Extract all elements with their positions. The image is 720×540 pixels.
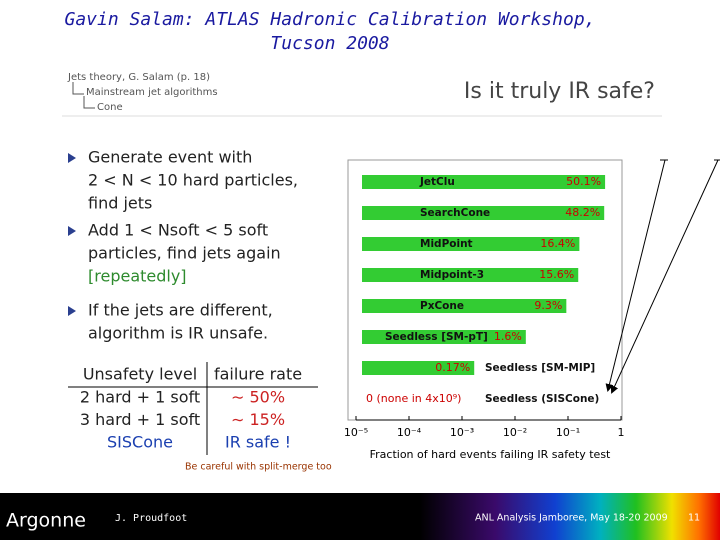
- bar: [362, 330, 526, 344]
- value-label: 15.6%: [539, 268, 574, 281]
- value-label: 50.1%: [566, 175, 601, 188]
- bar-category: MidPoint: [420, 238, 473, 250]
- table-header: failure rate: [214, 365, 302, 384]
- table-cell: SISCone: [107, 433, 173, 452]
- x-tick-label: 10⁻⁵: [344, 426, 368, 439]
- bar: [362, 299, 567, 313]
- x-tick-label: 10⁻³: [450, 426, 474, 439]
- bullet-text: algorithm is IR unsafe.: [88, 324, 268, 343]
- bullet-text: Add 1 < Nsoft < 5 soft: [88, 221, 268, 240]
- bar: [362, 237, 580, 251]
- table-cell: ∼ 50%: [231, 388, 285, 407]
- value-label: 16.4%: [540, 237, 575, 250]
- bar-category: SearchCone: [420, 207, 490, 219]
- value-label: 48.2%: [565, 206, 600, 219]
- footer-event: ANL Analysis Jamboree, May 18-20 2009: [475, 513, 668, 524]
- bar-category: PxCone: [420, 300, 464, 312]
- bullet-text: particles, find jets again: [88, 244, 281, 263]
- arrow: [610, 159, 719, 394]
- footer-page: 11: [688, 513, 700, 524]
- x-tick-label: 10⁻¹: [556, 426, 580, 439]
- bullet-text: [repeatedly]: [88, 267, 187, 286]
- value-label: 9.3%: [534, 299, 562, 312]
- bullet-text: Generate event with: [88, 148, 252, 167]
- bullet-text: If the jets are different,: [88, 301, 273, 320]
- footer-logo: Argonne: [6, 510, 86, 532]
- table-cell: ∼ 15%: [231, 410, 285, 429]
- bar: [362, 268, 579, 282]
- table-cell: 3 hard + 1 soft: [80, 410, 200, 429]
- x-tick-label: 10⁻²: [503, 426, 527, 439]
- value-label: 0.17%: [435, 361, 470, 374]
- table: Unsafety level failure rate 2 hard + 1 sof…: [68, 362, 318, 455]
- table-cell: IR safe !: [225, 433, 291, 452]
- bullet-marker: [68, 306, 76, 316]
- x-tick-label: 10⁻⁴: [397, 426, 422, 439]
- footer-author: J. Proudfoot: [115, 513, 187, 524]
- bullet-text: 2 < N < 10 hard particles,: [88, 171, 298, 190]
- breadcrumb-tree: [72, 82, 95, 109]
- footer-gradient: [420, 493, 720, 540]
- chart: 10⁻⁵ 10⁻⁴ 10⁻³ 10⁻² 10⁻¹ 1 Fraction of hard ev…: [344, 175, 625, 461]
- bar: [362, 175, 606, 189]
- bar-category: Seedless [SM-pT]: [385, 331, 488, 343]
- bar: [362, 361, 475, 375]
- table-header: Unsafety level: [83, 365, 197, 384]
- table-cell: 2 hard + 1 soft: [80, 388, 200, 407]
- bar: [362, 206, 605, 220]
- bar-category: Seedless (SISCone): [485, 393, 599, 405]
- breadcrumb: Jets theory, G. Salam (p. 18): [67, 72, 210, 83]
- slide-title: Is it truly IR safe?: [464, 79, 655, 104]
- x-axis-label: Fraction of hard events failing IR safet…: [370, 448, 611, 461]
- bullet-text: find jets: [88, 194, 152, 213]
- value-label: 0 (none in 4x10⁹): [366, 392, 461, 405]
- bullet-marker: [68, 153, 76, 163]
- bullets: Generate event with 2 < N < 10 hard parti…: [68, 148, 298, 343]
- chart-frame: [347, 159, 623, 421]
- bar-category: Midpoint-3: [420, 269, 484, 281]
- header-title: Tucson 2008: [270, 33, 389, 54]
- breadcrumb: Cone: [97, 102, 123, 113]
- note: Be careful with split-merge too: [185, 462, 332, 473]
- x-tick-label: 1: [618, 426, 625, 439]
- header-title: Gavin Salam: ATLAS Hadronic Calibration …: [64, 9, 595, 30]
- breadcrumb: Mainstream jet algorithms: [86, 87, 218, 98]
- value-label: 1.6%: [494, 330, 522, 343]
- bar-category: Seedless [SM-MIP]: [485, 362, 595, 374]
- bullet-marker: [68, 226, 76, 236]
- bar-category: JetClu: [419, 176, 455, 188]
- arrow: [605, 159, 666, 392]
